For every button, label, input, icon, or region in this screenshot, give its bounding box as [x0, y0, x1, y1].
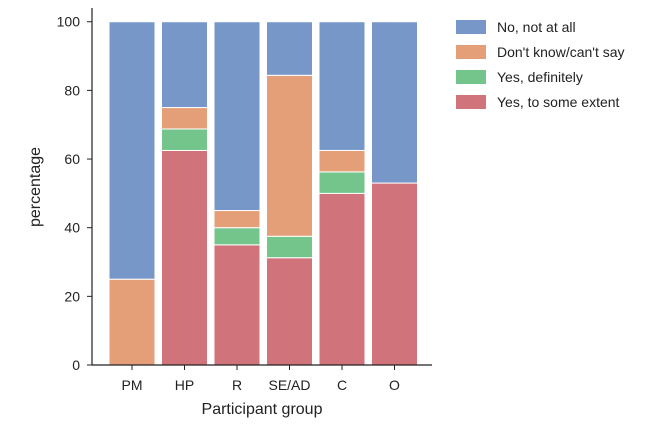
bar-segment: [161, 21, 208, 109]
legend-swatch: [456, 20, 486, 34]
bar-segment: [213, 21, 261, 212]
y-tick-label: 60: [64, 151, 80, 167]
bar-segment: [318, 21, 366, 151]
bar-segment: [213, 244, 261, 366]
x-tick-label: HP: [175, 377, 194, 393]
bar-segment: [213, 227, 261, 246]
x-tick-label: PM: [122, 377, 143, 393]
x-tick-label: O: [389, 377, 400, 393]
bar-segment: [161, 149, 208, 366]
axes-group: 0 20 40 60 80 100 PM HP R SE/AD C O percentage Par…: [27, 8, 432, 418]
bar-segment: [161, 128, 208, 151]
bar-segment: [371, 21, 418, 184]
bar-segment: [266, 235, 313, 259]
legend-swatch: [456, 45, 486, 59]
legend-label: Yes, definitely: [497, 69, 583, 85]
y-ticks: 0 20 40 60 80 100: [57, 14, 92, 373]
bar-segment: [266, 21, 313, 76]
bar-segment: [213, 210, 261, 229]
legend-label: No, not at all: [497, 19, 576, 35]
bar-segment: [371, 182, 418, 366]
x-ticks: PM HP R SE/AD C O: [122, 365, 400, 393]
x-tick-label: C: [337, 377, 347, 393]
bar-segment: [108, 278, 156, 366]
bar-segment: [108, 21, 156, 280]
y-tick-label: 100: [57, 14, 81, 30]
bar-segment: [266, 257, 313, 366]
x-axis-label: Participant group: [202, 401, 323, 418]
x-tick-label: SE/AD: [268, 377, 310, 393]
y-tick-label: 20: [64, 288, 80, 304]
bar-segment: [318, 149, 366, 173]
bars-group: [108, 21, 418, 366]
legend-label: Yes, to some extent: [497, 94, 620, 110]
x-tick-label: R: [232, 377, 242, 393]
bar-segment: [318, 171, 366, 194]
y-tick-label: 40: [64, 220, 80, 236]
legend-label: Don't know/can't say: [497, 44, 625, 60]
bar-segment: [266, 74, 313, 237]
y-tick-label: 0: [72, 357, 80, 373]
y-tick-label: 80: [64, 82, 80, 98]
legend: No, not at all Don't know/can't say Yes, d…: [456, 19, 625, 110]
legend-swatch: [456, 70, 486, 84]
bar-segment: [318, 192, 366, 366]
bar-segment: [161, 107, 208, 130]
legend-swatch: [456, 95, 486, 109]
y-axis-label: percentage: [27, 147, 44, 227]
